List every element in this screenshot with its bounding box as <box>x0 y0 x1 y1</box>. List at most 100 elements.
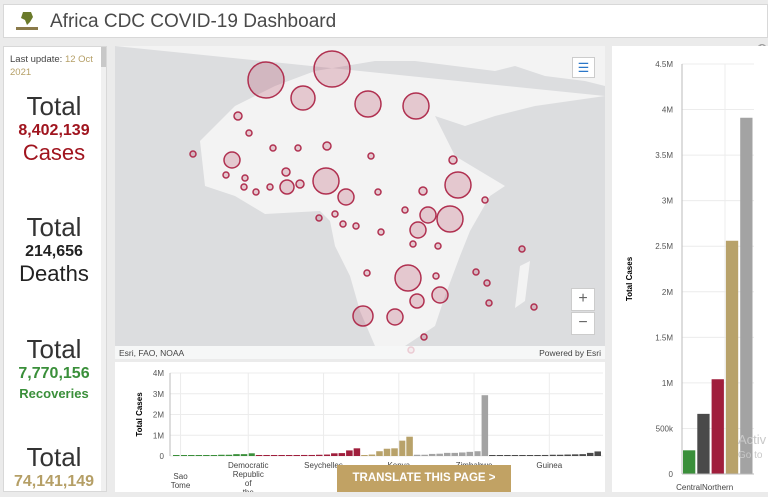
case-marker[interactable] <box>444 171 472 199</box>
case-marker[interactable] <box>431 286 449 304</box>
case-marker[interactable] <box>377 228 385 236</box>
bar <box>308 454 315 456</box>
bar <box>579 454 586 456</box>
bar <box>725 240 739 474</box>
zoom-out-button[interactable]: − <box>571 312 595 335</box>
bar <box>270 455 278 456</box>
case-marker[interactable] <box>294 144 302 152</box>
bar <box>586 452 594 456</box>
case-marker[interactable] <box>420 333 428 341</box>
case-marker[interactable] <box>363 269 371 277</box>
case-marker[interactable] <box>483 279 491 287</box>
case-marker[interactable] <box>401 206 409 214</box>
case-marker[interactable] <box>281 167 291 177</box>
x-tick-label: Northern <box>702 483 733 492</box>
bar <box>683 450 696 474</box>
legend-button[interactable]: ☰ <box>572 57 595 78</box>
case-marker[interactable] <box>241 174 249 182</box>
case-marker[interactable] <box>481 196 489 204</box>
bar <box>421 454 428 456</box>
map[interactable]: ☰ + − Esri, FAO, NOAA Powered by Esri <box>115 46 605 359</box>
case-marker[interactable] <box>322 141 332 151</box>
case-marker[interactable] <box>313 50 351 88</box>
case-marker[interactable] <box>331 210 339 218</box>
case-marker[interactable] <box>419 206 437 224</box>
y-tick-label: 4.5M <box>655 60 673 69</box>
case-marker[interactable] <box>518 245 526 253</box>
bar <box>383 448 391 456</box>
case-marker[interactable] <box>233 111 243 121</box>
case-marker[interactable] <box>394 264 422 292</box>
country-cases-chart: 0 1M 2M 3M 4M Total Cases Sao Tome Democratic Rep… <box>115 362 605 497</box>
case-marker[interactable] <box>367 152 375 160</box>
header: Africa CDC COVID-19 Dashboard <box>3 4 768 38</box>
bar <box>459 452 466 456</box>
bar <box>406 436 413 456</box>
zoom-in-button[interactable]: + <box>571 288 595 311</box>
bar <box>496 455 504 456</box>
x-tick-label: Guinea <box>536 461 562 470</box>
bar <box>519 455 526 456</box>
case-marker[interactable] <box>434 242 442 250</box>
bar <box>331 453 338 456</box>
case-marker[interactable] <box>279 179 295 195</box>
bar <box>255 455 263 456</box>
bar <box>173 455 180 456</box>
y-tick-label: 2.5M <box>655 242 673 251</box>
case-marker[interactable] <box>222 171 230 179</box>
case-marker[interactable] <box>352 305 374 327</box>
bar <box>293 455 300 456</box>
map-canvas[interactable] <box>115 46 605 359</box>
page-title: Africa CDC COVID-19 Dashboard <box>50 11 337 32</box>
case-marker[interactable] <box>418 186 428 196</box>
case-marker[interactable] <box>374 188 382 196</box>
region-cases-chart: 0 500k 1M 1.5M 2M 2.5M 3M 3.5M 4M 4.5M Total Cases… <box>612 46 768 492</box>
case-marker[interactable] <box>472 268 480 276</box>
scrollbar[interactable] <box>101 47 106 491</box>
case-marker[interactable] <box>247 61 285 99</box>
y-tick-label: 3M <box>662 197 673 206</box>
case-marker[interactable] <box>448 155 458 165</box>
bar <box>740 117 753 474</box>
bar <box>711 379 724 474</box>
case-marker[interactable] <box>485 299 493 307</box>
bar <box>436 453 443 456</box>
total-recoveries: Total 7,770,156 Recoveries <box>18 334 90 401</box>
bar <box>556 454 564 456</box>
translate-button[interactable]: TRANSLATE THIS PAGE > <box>337 465 511 492</box>
case-marker[interactable] <box>290 85 316 111</box>
bar <box>203 455 210 456</box>
case-marker[interactable] <box>402 92 430 120</box>
case-marker[interactable] <box>252 188 260 196</box>
case-marker[interactable] <box>352 222 360 230</box>
case-marker[interactable] <box>315 214 323 222</box>
case-marker[interactable] <box>530 303 538 311</box>
case-marker[interactable] <box>295 179 305 189</box>
bar <box>225 454 233 456</box>
bar <box>300 454 308 456</box>
case-marker[interactable] <box>409 221 427 239</box>
case-marker[interactable] <box>269 144 277 152</box>
bar <box>361 455 368 456</box>
case-marker[interactable] <box>337 188 355 206</box>
case-marker[interactable] <box>312 167 340 195</box>
case-marker[interactable] <box>339 220 347 228</box>
case-marker[interactable] <box>240 183 248 191</box>
case-marker[interactable] <box>409 293 425 309</box>
case-marker[interactable] <box>432 272 440 280</box>
case-marker[interactable] <box>354 90 382 118</box>
case-marker[interactable] <box>223 151 241 169</box>
case-marker[interactable] <box>409 240 417 248</box>
total-deaths: Total 214,656 Deaths <box>19 212 89 286</box>
bar <box>489 455 496 456</box>
case-marker[interactable] <box>245 129 253 137</box>
case-marker[interactable] <box>386 308 404 326</box>
x-tick-label: DemocraticRepublicofthe <box>228 461 268 492</box>
total-cases: Total 8,402,139 Cases <box>18 91 90 165</box>
case-marker[interactable] <box>266 183 274 191</box>
bar <box>564 454 571 456</box>
land <box>115 46 605 346</box>
bar <box>263 455 270 456</box>
case-marker[interactable] <box>436 205 464 233</box>
case-marker[interactable] <box>189 150 197 158</box>
